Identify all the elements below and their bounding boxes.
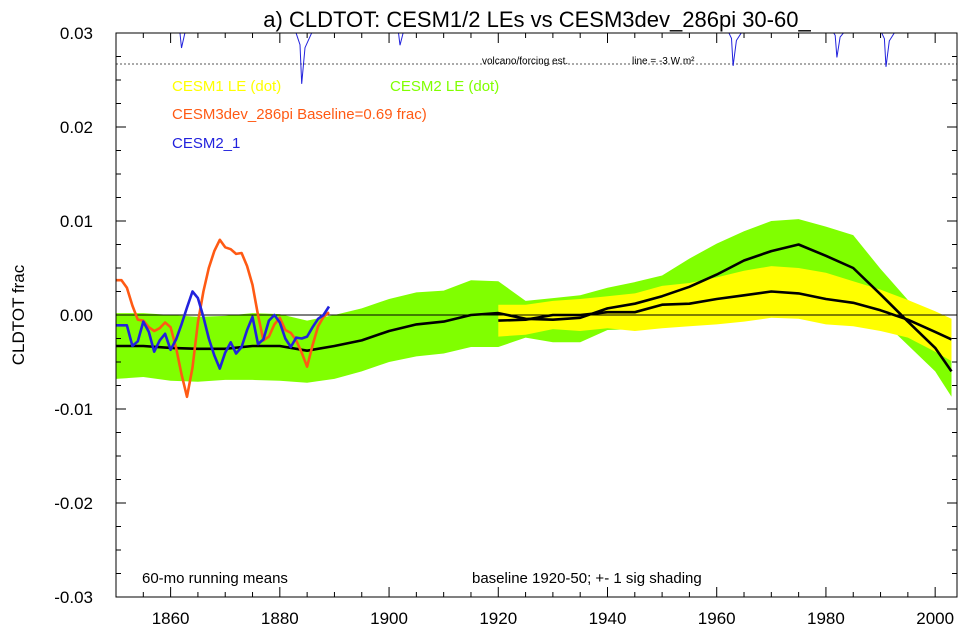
running-mean-note: 60-mo running means [142, 570, 288, 587]
legend-cesm3dev: CESM3dev_286pi Baseline=0.69 frac) [172, 106, 427, 123]
y-tick-label-0.01: 0.01 [60, 212, 93, 231]
legend-cesm2: CESM2 LE (dot) [390, 78, 499, 95]
legend-cesm1: CESM1 LE (dot) [172, 78, 281, 95]
series-volcano-forcing [179, 33, 895, 84]
series-cesm2-le-ensemble-mean [116, 243, 953, 373]
y-tick-label-0.02: 0.02 [60, 118, 93, 137]
x-tick-label-1980: 1980 [807, 609, 845, 628]
series-cesm3dev-286pi-baseline-0-69-frac [116, 238, 330, 399]
band-cesm1-le-dot [498, 266, 952, 362]
series-cesm2-1 [116, 290, 331, 370]
x-tick-label-1860: 1860 [152, 609, 190, 628]
x-tick-label-1880: 1880 [261, 609, 299, 628]
y-tick-label--0.02: -0.02 [54, 494, 93, 513]
volcano-label: volcano/forcing est. [482, 56, 568, 67]
x-tick-label-1940: 1940 [589, 609, 627, 628]
x-tick-label-2000: 2000 [916, 609, 954, 628]
series-cesm1-le-ensemble-mean [498, 290, 953, 341]
x-tick-label-1920: 1920 [479, 609, 517, 628]
y-tick-label--0.01: -0.01 [54, 400, 93, 419]
line-label: line = -3 W m² [632, 56, 695, 67]
y-tick-label-0.00: 0.00 [60, 306, 93, 325]
plot-frame [115, 32, 958, 598]
y-tick-label--0.03: -0.03 [54, 588, 93, 607]
y-tick-label-0.03: 0.03 [60, 24, 93, 43]
axis-ticks: 1860 1880 1900 1920 1940 1960 1980 2000 -0.03 -0.… [54, 24, 957, 628]
x-tick-label-1960: 1960 [698, 609, 736, 628]
x-tick-label-1900: 1900 [370, 609, 408, 628]
plot-area [116, 33, 957, 399]
baseline-note: baseline 1920-50; +- 1 sig shading [472, 570, 702, 587]
y-axis-label: CLDTOT frac [9, 264, 28, 365]
legend-cesm2-1: CESM2_1 [172, 135, 240, 152]
chart-title: a) CLDTOT: CESM1/2 LEs vs CESM3dev_286pi… [263, 7, 811, 32]
